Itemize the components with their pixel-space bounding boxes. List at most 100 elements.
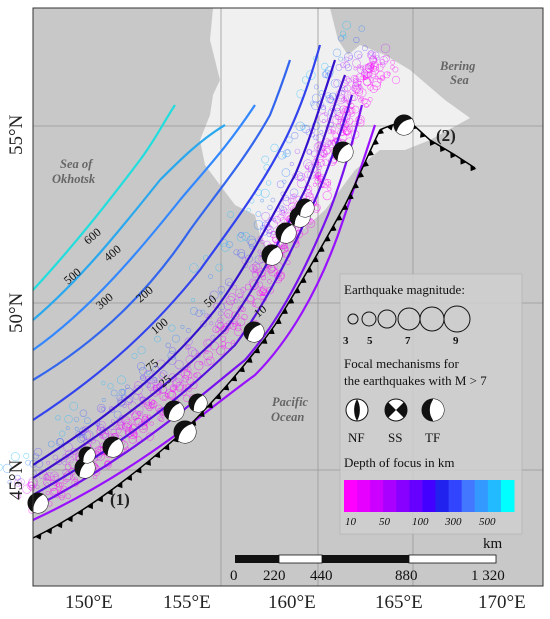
scale-bar: km 0 220 440 880 1 320 [230,536,505,584]
epicenter [195,309,203,317]
epicenter [357,64,362,69]
trench-tooth [77,509,83,516]
epicenter [323,112,329,117]
epicenter [237,322,241,327]
epicenter [272,237,279,243]
epicenter [62,460,67,466]
epicenter [238,296,244,302]
bering-sea-label-1: Bering [439,59,475,73]
epicenter [98,406,105,413]
epicenter [140,375,144,380]
epicenter [168,324,176,332]
epicenter [122,421,133,431]
epicenter [367,97,373,102]
epicenter [313,134,319,141]
epicenter [204,358,212,367]
legend-focal-title-1: Focal mechanisms for [344,356,459,371]
epicenter [361,45,368,52]
epicenter [26,481,35,490]
depth-color-swatch [370,480,384,512]
epicenter [144,401,152,409]
contour-100 [32,59,337,466]
trench-tooth [306,266,313,273]
bering-sea-label-2: Sea [450,73,469,87]
epicenter [209,290,219,300]
lon-label-155: 155°E [163,592,211,613]
epicenter [321,62,329,71]
epicenter [234,324,242,332]
sea-of-okhotsk-label-1: Sea of [60,157,94,171]
epicenter [96,426,102,431]
contour-400 [32,104,256,351]
epicenter [282,197,292,206]
epicenter [187,347,197,357]
epicenter [330,79,340,88]
legend-magnitude-circles [347,305,471,333]
epicenter [352,85,361,93]
epicenter [159,392,169,402]
depth-color-swatch [383,480,397,512]
trench-tooth [246,356,253,363]
epicenter [220,335,227,342]
lat-label-45: 45°N [6,459,27,500]
trench-tooth [300,277,307,284]
epicenter [270,143,279,152]
epicenter [251,268,257,274]
epicenter [368,50,374,56]
epicenter [145,382,151,388]
epicenter [73,416,80,422]
epicenter [81,426,89,434]
epicenter [347,91,352,96]
epicenter [171,334,180,343]
epicenter [258,287,267,296]
epicenter [383,71,391,79]
epicenter [391,75,401,85]
epicenter [154,335,161,343]
trench-tooth [336,214,343,221]
epicenter [368,66,373,71]
legend-mag-7: 7 [405,335,411,347]
legend-magnitude-title: Earthquake magnitude: [344,282,465,297]
epicenter [363,103,369,108]
epicenter [212,325,220,334]
beachball-icon [163,400,185,422]
epicenter [333,108,342,116]
epicenter [253,220,264,230]
trench-tooth [450,152,457,159]
epicenter [69,401,79,411]
epicenter [240,306,246,312]
epicenter [323,147,331,155]
legend-focal-nf: NF [348,430,365,445]
epicenter [249,264,258,273]
epicenter [79,433,87,442]
epicenter [151,377,158,384]
scale-tick-220: 220 [263,568,286,584]
depth-color-swatch [474,480,489,512]
epicenter [79,409,88,417]
epicenter [294,148,301,155]
trench-line [32,121,477,540]
pacific-ocean-label-2: Ocean [271,410,304,424]
epicenter [217,286,225,294]
epicenter [191,298,196,303]
legend-mag-3: 3 [343,335,349,347]
epicenter [55,482,62,489]
depth-color-swatch [422,480,437,512]
epicenter [257,268,267,278]
epicenter [235,288,245,298]
epicenter [272,217,277,222]
trench-tooth [429,139,436,146]
epicenter [227,281,232,287]
epicenter [210,341,219,351]
beachball-icon [295,198,315,218]
epicenter [217,317,224,324]
epicenter [194,372,201,379]
epicenter [368,77,374,83]
trench-tooth [294,287,301,294]
scale-tick-880: 880 [395,568,418,584]
depth-color-swatch [396,480,410,512]
epicenter [111,419,116,424]
epicenter [329,129,335,134]
epicenter [380,43,391,53]
